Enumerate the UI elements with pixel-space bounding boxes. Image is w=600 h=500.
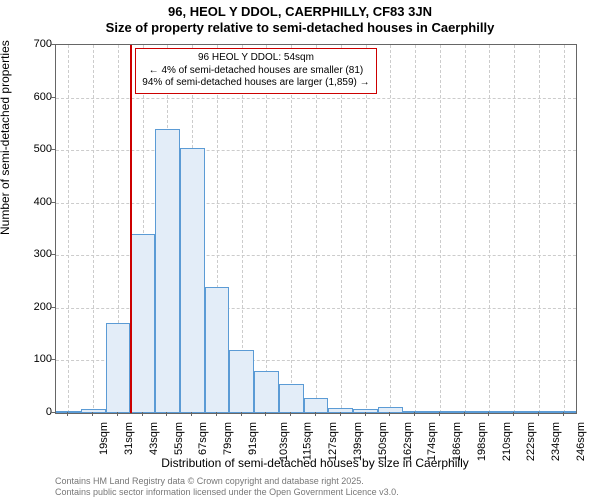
histogram-bar <box>452 411 477 413</box>
y-tick-mark <box>51 97 55 98</box>
x-tick-mark <box>92 412 93 416</box>
annotation-smaller: ← 4% of semi-detached houses are smaller… <box>142 65 369 78</box>
grid-line <box>291 45 292 413</box>
x-tick-mark <box>538 412 539 416</box>
histogram-bar <box>279 384 304 413</box>
grid-line <box>68 45 69 413</box>
x-tick-mark <box>166 412 167 416</box>
grid-line <box>366 45 367 413</box>
x-tick-mark <box>265 412 266 416</box>
y-tick-label: 100 <box>12 353 52 365</box>
histogram-bar <box>180 148 205 413</box>
y-tick-mark <box>51 202 55 203</box>
y-tick-label: 700 <box>12 38 52 50</box>
grid-line <box>316 45 317 413</box>
histogram-bar <box>254 371 279 413</box>
y-tick-mark <box>51 307 55 308</box>
x-tick-label: 115sqm <box>302 422 314 460</box>
x-tick-mark <box>117 412 118 416</box>
y-tick-mark <box>51 44 55 45</box>
annotation-property: 96 HEOL Y DDOL: 54sqm <box>142 52 369 65</box>
x-tick-label: 19sqm <box>98 422 110 455</box>
grid-line <box>440 45 441 413</box>
histogram-bar <box>205 287 230 413</box>
plot-area: 96 HEOL Y DDOL: 54sqm← 4% of semi-detach… <box>55 44 577 414</box>
y-tick-mark <box>51 149 55 150</box>
x-tick-mark <box>365 412 366 416</box>
x-tick-mark <box>563 412 564 416</box>
y-tick-label: 200 <box>12 301 52 313</box>
annotation-larger: 94% of semi-detached houses are larger (… <box>142 77 369 90</box>
x-tick-mark <box>142 412 143 416</box>
grid-line <box>564 45 565 413</box>
x-tick-mark <box>315 412 316 416</box>
x-tick-mark <box>464 412 465 416</box>
histogram-bar <box>56 411 81 413</box>
footer-text: Contains HM Land Registry data © Crown c… <box>55 476 399 498</box>
y-tick-label: 0 <box>12 406 52 418</box>
grid-line <box>266 45 267 413</box>
x-tick-label: 55sqm <box>173 422 185 455</box>
footer-line-2: Contains public sector information licen… <box>55 487 399 498</box>
x-tick-mark <box>191 412 192 416</box>
x-tick-mark <box>488 412 489 416</box>
annotation-box: 96 HEOL Y DDOL: 54sqm← 4% of semi-detach… <box>135 48 376 94</box>
histogram-bar <box>353 409 378 413</box>
histogram-bar <box>106 323 131 413</box>
x-tick-mark <box>340 412 341 416</box>
x-tick-label: 79sqm <box>222 422 234 455</box>
chart-title-main: 96, HEOL Y DDOL, CAERPHILLY, CF83 3JN <box>0 4 600 19</box>
x-tick-mark <box>241 412 242 416</box>
y-tick-label: 300 <box>12 248 52 260</box>
grid-line <box>465 45 466 413</box>
grid-line <box>390 45 391 413</box>
x-tick-label: 31sqm <box>123 422 135 455</box>
x-tick-mark <box>290 412 291 416</box>
chart-title-sub: Size of property relative to semi-detach… <box>0 20 600 35</box>
histogram-bar <box>328 408 353 413</box>
x-tick-label: 246sqm <box>575 422 587 461</box>
x-axis-label: Distribution of semi-detached houses by … <box>55 456 575 470</box>
x-tick-label: 43sqm <box>148 422 160 455</box>
y-tick-mark <box>51 412 55 413</box>
grid-line <box>415 45 416 413</box>
histogram-bar <box>526 411 551 413</box>
histogram-bar <box>155 129 180 413</box>
grid-line <box>539 45 540 413</box>
chart-container: 96, HEOL Y DDOL, CAERPHILLY, CF83 3JN Si… <box>0 0 600 500</box>
histogram-bar <box>304 398 329 413</box>
x-tick-mark <box>216 412 217 416</box>
histogram-bar <box>551 411 576 413</box>
y-tick-mark <box>51 359 55 360</box>
x-tick-mark <box>513 412 514 416</box>
y-tick-mark <box>51 254 55 255</box>
y-axis-label: Number of semi-detached properties <box>0 40 12 235</box>
x-tick-mark <box>414 412 415 416</box>
x-tick-mark <box>389 412 390 416</box>
y-tick-label: 500 <box>12 143 52 155</box>
x-tick-label: 67sqm <box>197 422 209 455</box>
x-tick-label: 91sqm <box>247 422 259 455</box>
y-tick-label: 400 <box>12 196 52 208</box>
histogram-bar <box>427 411 452 413</box>
grid-line <box>514 45 515 413</box>
x-tick-mark <box>67 412 68 416</box>
grid-line <box>341 45 342 413</box>
grid-line <box>93 45 94 413</box>
marker-line <box>130 45 132 413</box>
footer-line-1: Contains HM Land Registry data © Crown c… <box>55 476 399 487</box>
histogram-bar <box>130 234 155 413</box>
grid-line <box>489 45 490 413</box>
y-tick-label: 600 <box>12 91 52 103</box>
histogram-bar <box>229 350 254 413</box>
x-tick-mark <box>439 412 440 416</box>
